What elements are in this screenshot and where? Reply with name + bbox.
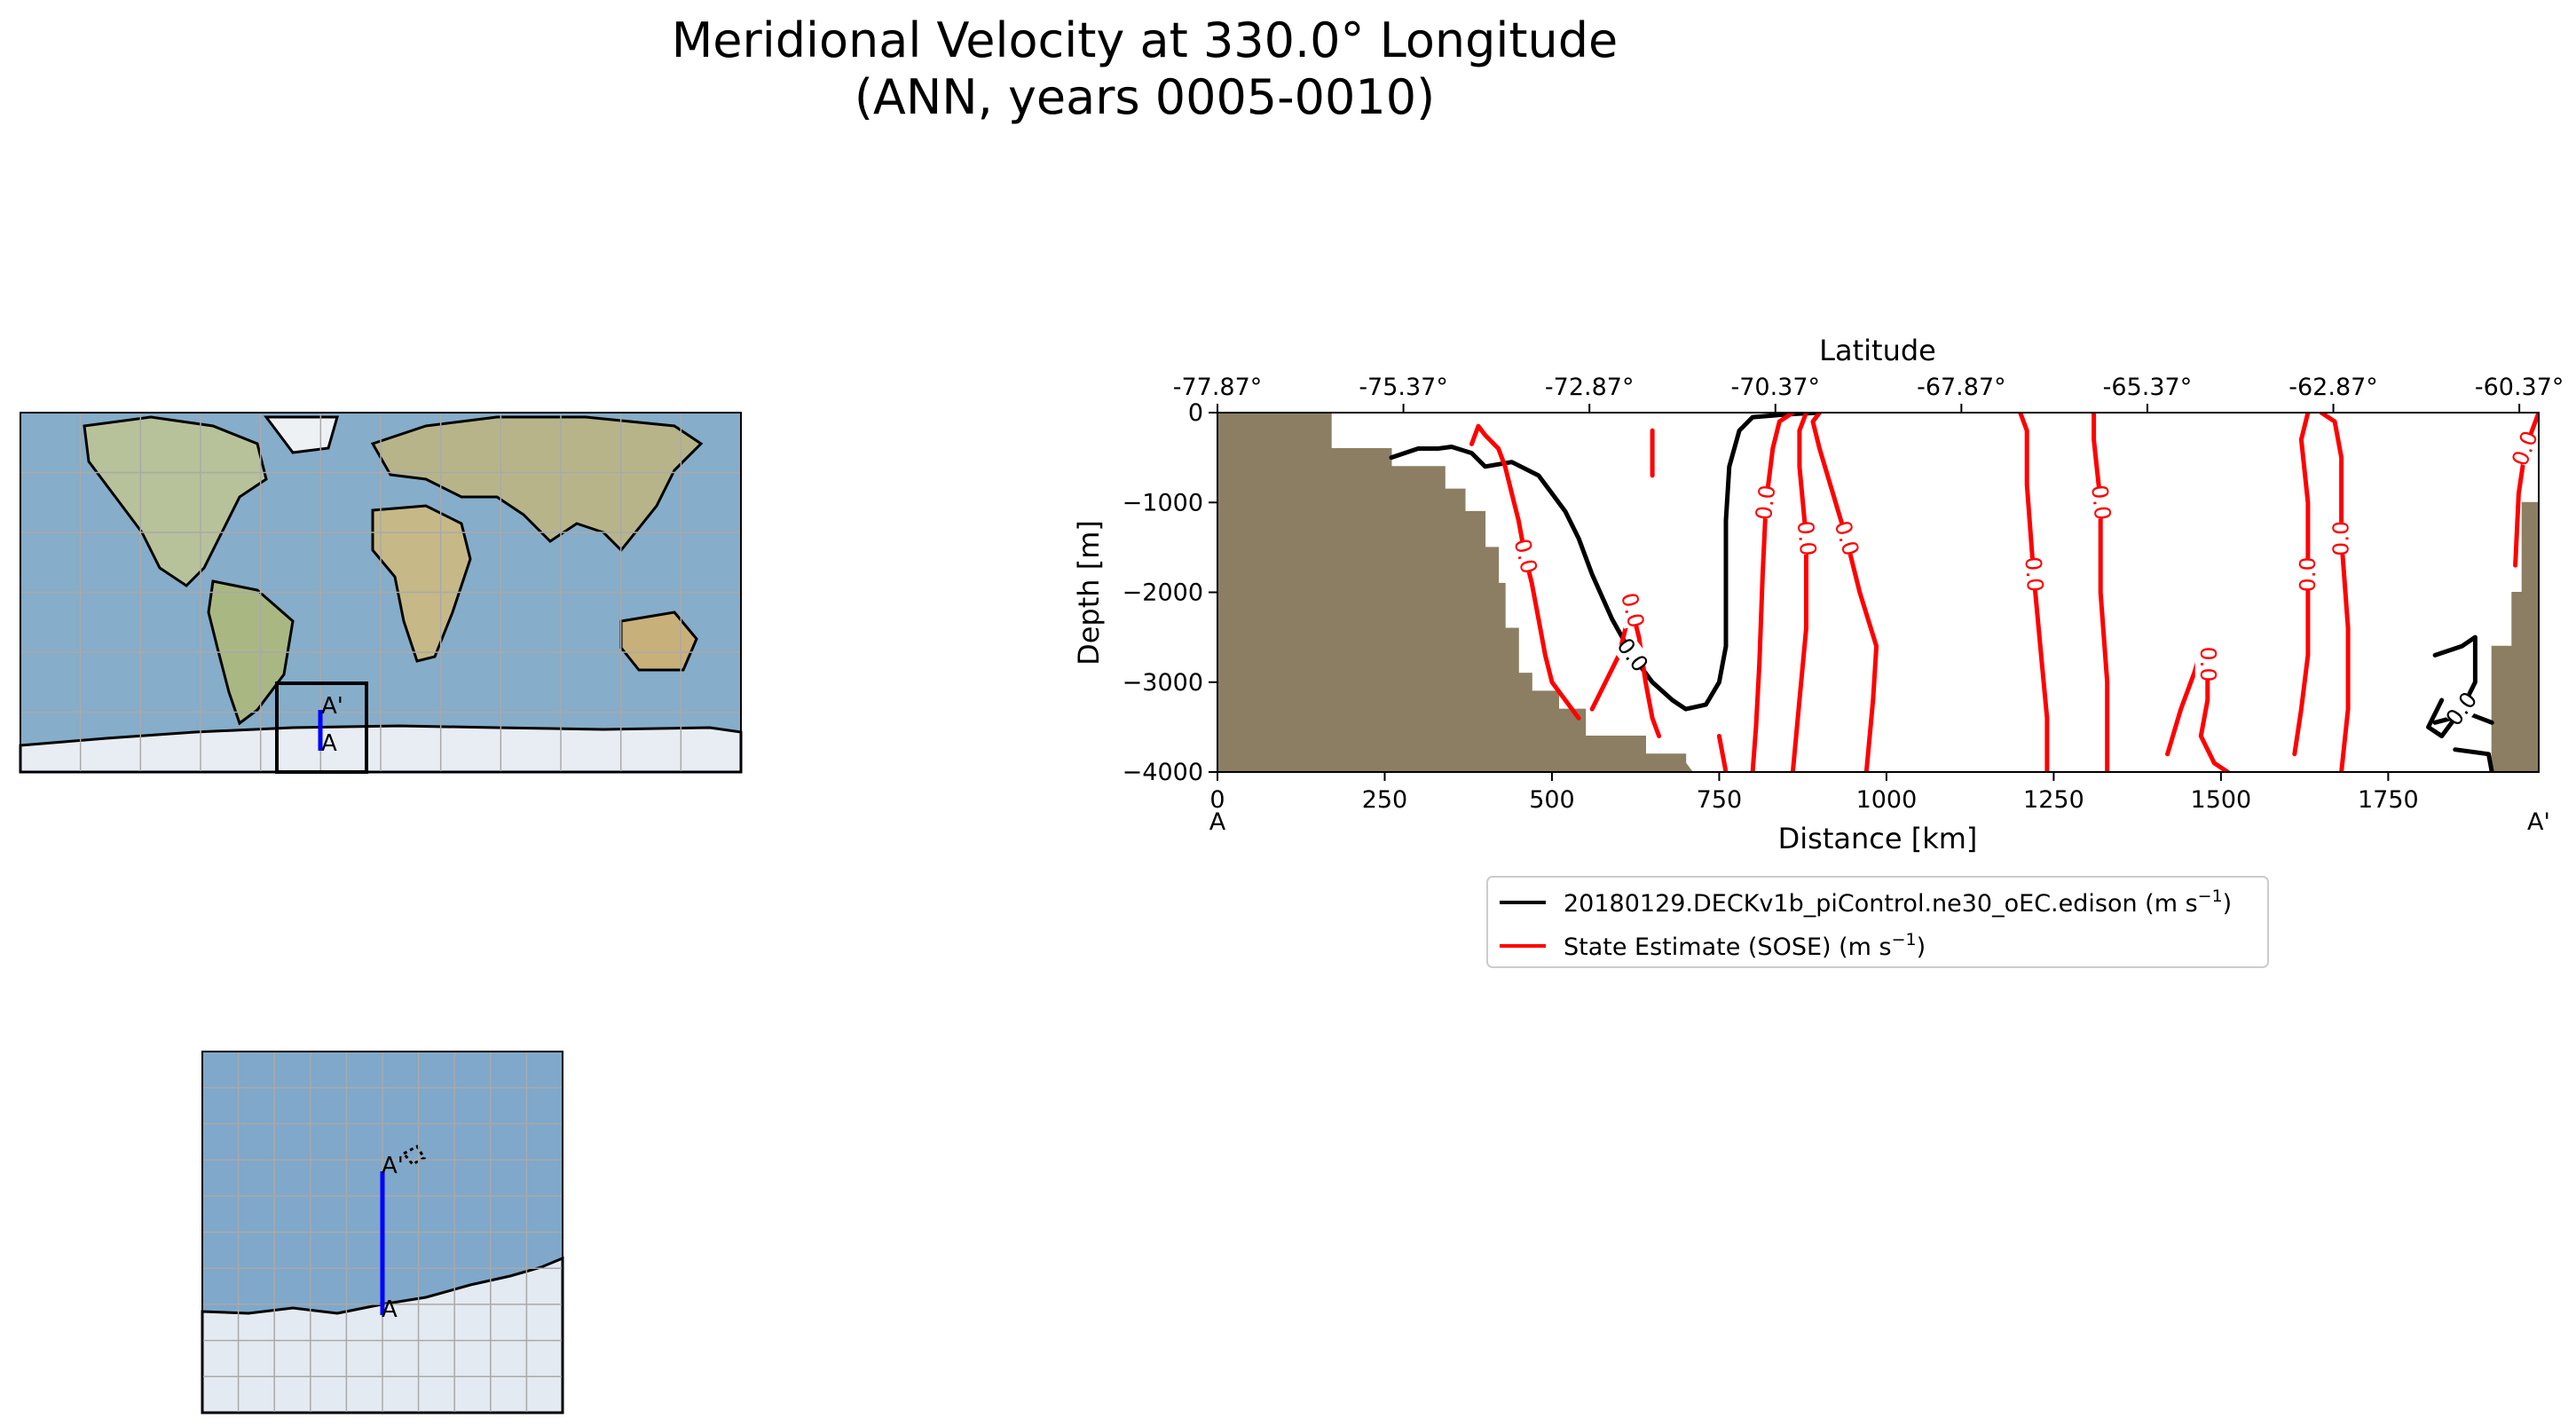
x-tick-label: 250: [1362, 786, 1408, 814]
global-map: A' A: [19, 412, 743, 774]
y-tick-label: −1000: [1123, 489, 1203, 516]
top-tick-label: -70.37°: [1730, 374, 1820, 401]
legend-obs-label: State Estimate (SOSE) (m s−1): [1564, 930, 1926, 961]
legend-model-unit: −1: [2198, 886, 2223, 906]
global-map-frame: [20, 412, 742, 773]
obs-contour-line: [1716, 734, 1729, 772]
y-axis-label: Depth [m]: [1072, 520, 1106, 666]
legend-frame: [1486, 876, 2269, 968]
top-tick-label: -75.37°: [1359, 374, 1448, 401]
y-tick-label: −3000: [1123, 669, 1203, 697]
contour-label-mask: [1612, 634, 1652, 676]
section-plot: 0.00.00.00.00.00.0 0.00.00.00.00.00.00.0 …: [1072, 334, 2564, 855]
obs-contour-line: [1750, 413, 1795, 772]
top-tick-label: -60.37°: [2475, 374, 2564, 401]
legend-obs-name: State Estimate (SOSE) (m s: [1564, 934, 1892, 961]
obs-contour-label: 0.0: [1792, 520, 1822, 557]
obs-contour-line: [2092, 413, 2110, 772]
y-axis-ticks: 0 −1000 −2000 −3000 −4000: [1123, 399, 1217, 786]
legend-obs-unit: −1: [1892, 930, 1917, 949]
contour-label-mask: [2328, 522, 2354, 555]
contour-label-mask: [1792, 521, 1821, 555]
x-tick-label: 1250: [2023, 786, 2084, 814]
inset-map-island: [401, 1145, 427, 1166]
y-tick-label: −2000: [1123, 579, 1203, 607]
obs-contour-label: 0.0: [2086, 484, 2115, 522]
global-map-eurasia: [370, 415, 704, 553]
figure-title-line1: Meridional Velocity at 330.0° Longitude: [672, 12, 1619, 68]
top-tick-label: -77.87°: [1173, 374, 1263, 401]
y-tick-label: 0: [1188, 399, 1203, 427]
global-map-end-label: A': [321, 693, 343, 720]
x-tick-label: 1000: [1856, 786, 1918, 814]
contour-label-mask: [2020, 557, 2048, 592]
obs-contour-label: 0.0: [1751, 484, 1781, 522]
inset-map-end-label: A': [382, 1153, 404, 1179]
legend-model-name: 20180129.DECKv1b_piControl.ne30_oEC.edis…: [1564, 890, 2198, 918]
global-map-gridlines: [20, 413, 741, 772]
global-map-greenland: [264, 415, 339, 454]
x-axis-ticks: 0 250 500 750 1000 1250 1500 1750: [1209, 772, 2419, 814]
obs-contour-label: 0.0: [2295, 556, 2320, 592]
global-map-north-america: [83, 415, 268, 587]
bathymetry-left: [1217, 413, 1693, 772]
contour-label-mask: [1616, 591, 1649, 629]
contour-label-mask: [2442, 689, 2482, 729]
top-tick-label: -67.87°: [1917, 374, 2006, 401]
inset-map-frame: [201, 1051, 563, 1414]
x-tick-label: 1500: [2191, 786, 2252, 814]
global-map-africa: [371, 504, 472, 663]
inset-map: A' A: [201, 1051, 564, 1414]
model-contour-line: [2453, 747, 2494, 772]
obs-contour-label: 0.0: [2020, 555, 2048, 593]
x-tick-label: 500: [1529, 786, 1575, 814]
contour-label-mask: [1509, 538, 1541, 575]
figure-title-line2: (ANN, years 0005-0010): [855, 69, 1435, 125]
legend-model-close: ): [2223, 890, 2233, 918]
x-tick-label: 1750: [2358, 786, 2419, 814]
bathymetry-layer: [1217, 413, 2539, 772]
top-tick-label: -65.37°: [2103, 374, 2193, 401]
contour-label-mask: [2194, 648, 2220, 681]
top-axis-ticks: -77.87° -75.37° -72.87° -70.37° -67.87° -65.3…: [1173, 374, 2564, 413]
section-start-label: A: [1209, 808, 1226, 836]
global-map-inset-box: [275, 681, 368, 774]
contour-label-mask: [2508, 429, 2539, 469]
top-tick-label: -72.87°: [1545, 374, 1635, 401]
global-map-start-label: A: [321, 730, 337, 757]
top-axis-label: Latitude: [1819, 334, 1936, 367]
contour-label-mask: [2086, 485, 2115, 520]
x-tick-label: 0: [1209, 786, 1225, 814]
x-axis-label: Distance [km]: [1778, 822, 1978, 855]
obs-contour-label: 0.0: [2195, 647, 2221, 682]
bathymetry-right: [2491, 501, 2539, 772]
contour-label-mask: [1830, 519, 1863, 558]
obs-contour-line: [1469, 423, 1581, 721]
obs-contour-line: [2513, 413, 2539, 568]
inset-map-start-label: A: [382, 1296, 398, 1323]
top-tick-label: -62.87°: [2288, 374, 2378, 401]
legend-obs-close: ): [1917, 934, 1926, 961]
contour-label-mask: [2295, 558, 2320, 591]
legend-model-label: 20180129.DECKv1b_piControl.ne30_oEC.edis…: [1564, 886, 2232, 918]
x-tick-label: 750: [1697, 786, 1743, 814]
y-tick-label: −4000: [1123, 759, 1203, 786]
legend: 20180129.DECKv1b_piControl.ne30_oEC.edis…: [1486, 876, 2269, 968]
contour-label-mask: [1752, 485, 1781, 520]
obs-contour-label: 0.0: [2328, 521, 2354, 556]
section-end-label: A': [2527, 808, 2550, 836]
